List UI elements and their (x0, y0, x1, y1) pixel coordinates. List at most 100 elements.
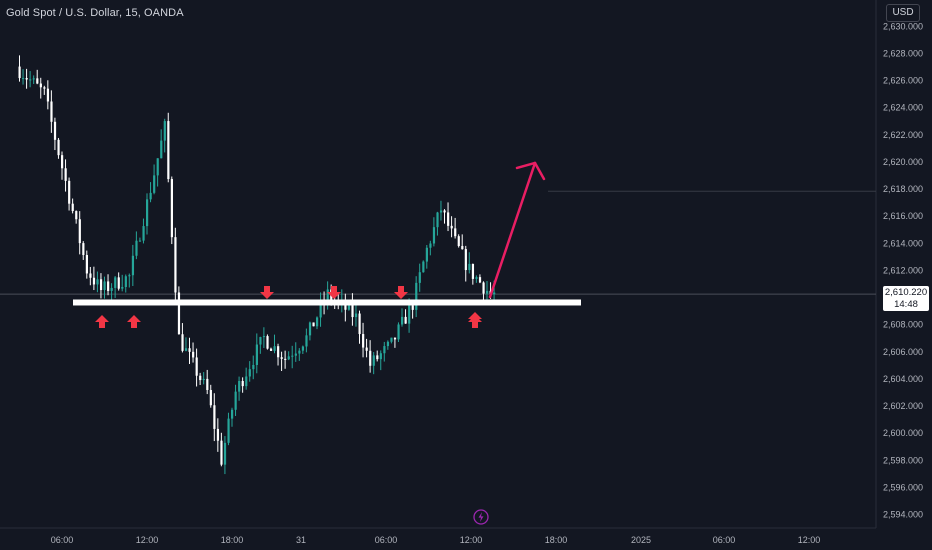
candle-body (393, 337, 397, 340)
price-tick-label: 2,594.000 (883, 510, 923, 520)
candle-body (365, 347, 368, 351)
currency-button[interactable]: USD (886, 4, 920, 22)
candle-body (461, 246, 464, 250)
candle-body (124, 276, 127, 287)
price-tick-label: 2,604.000 (883, 374, 923, 384)
candle-body (99, 279, 103, 291)
candle-body (199, 375, 202, 381)
candle-body (475, 277, 478, 279)
price-tick-label: 2,620.000 (883, 157, 923, 167)
symbol-title: Gold Spot / U.S. Dollar, 15, OANDA (6, 7, 184, 19)
candle-body (92, 277, 96, 285)
candle-body (184, 348, 188, 351)
price-tick-label: 2,630.000 (883, 21, 923, 31)
bar-countdown-label: 14:48 (894, 299, 918, 310)
candle-body (287, 356, 290, 360)
candle-body (316, 317, 319, 327)
candle-body (301, 346, 305, 351)
candle-body (50, 101, 53, 122)
time-tick-label: 31 (296, 535, 306, 545)
candle-body (262, 336, 266, 338)
candle-body (202, 378, 205, 381)
candle-body (114, 277, 117, 288)
time-tick-label: 06:00 (375, 535, 398, 545)
candle-body (248, 369, 251, 377)
candle-body (252, 364, 255, 370)
price-tick-label: 2,622.000 (883, 130, 923, 140)
candle-body (277, 346, 280, 358)
arrow-down-icon (327, 286, 341, 299)
candle-body (379, 353, 382, 360)
last-price-label: 2,610.220 (884, 287, 928, 298)
candle-body (43, 87, 46, 89)
candle-body (390, 337, 393, 342)
candle-body (312, 322, 315, 327)
candle-body (18, 66, 21, 79)
candle-body (170, 179, 173, 238)
candle-body (383, 346, 386, 354)
time-tick-label: 06:00 (51, 535, 74, 545)
time-tick-label: 18:00 (545, 535, 568, 545)
candle-body (280, 357, 283, 359)
candle-body (376, 355, 379, 360)
candle-body (85, 255, 88, 274)
projection-arrow-shaft (488, 161, 537, 299)
candle-body (319, 301, 322, 318)
candle-body (308, 322, 312, 336)
arrow-up-icon (95, 315, 109, 328)
candle-body (128, 275, 131, 277)
candle-body (273, 346, 276, 351)
candle-body (103, 281, 106, 291)
candle-body (351, 303, 354, 318)
candle-body (486, 290, 489, 294)
candle-body (457, 236, 460, 247)
candle-body (213, 405, 216, 429)
candle-body (425, 247, 428, 262)
candle-body (61, 155, 64, 169)
support-line (73, 299, 581, 306)
candle-body (163, 121, 166, 141)
candle-body (478, 277, 482, 283)
price-tick-label: 2,618.000 (883, 184, 923, 194)
candle-body (482, 282, 485, 294)
time-tick-label: 12:00 (460, 535, 483, 545)
candle-body (471, 263, 475, 279)
candle-body (146, 199, 149, 227)
candle-body (46, 88, 50, 102)
projection-arrow-head (515, 161, 546, 181)
price-tick-label: 2,614.000 (883, 238, 923, 248)
lightning-icon[interactable] (473, 509, 489, 525)
candle-body (220, 440, 223, 465)
price-tick-label: 2,600.000 (883, 428, 923, 438)
candle-body (107, 281, 110, 291)
candle-body (369, 350, 372, 366)
candle-body (418, 272, 421, 283)
candle-body (468, 263, 471, 271)
candle-body (266, 336, 269, 349)
price-tick-label: 2,598.000 (883, 455, 923, 465)
candle-body (117, 277, 120, 289)
candle-body (53, 121, 57, 140)
candle-body (82, 243, 85, 256)
candle-body (401, 316, 404, 325)
candle-body (96, 279, 99, 285)
candle-body (57, 139, 60, 156)
candle-body (36, 78, 39, 84)
candle-body (326, 289, 329, 303)
candle-body (450, 225, 453, 229)
candle-body (415, 282, 418, 310)
time-tick-label: 06:00 (713, 535, 736, 545)
candle-body (493, 292, 496, 295)
candle-body (454, 228, 457, 237)
candle-body (362, 334, 365, 348)
arrow-up-icon (127, 315, 141, 328)
candle-body (138, 240, 142, 242)
candle-body (397, 324, 400, 340)
candle-body (110, 287, 113, 291)
candle-body (78, 219, 81, 244)
candle-body (408, 305, 411, 324)
candle-body (167, 121, 170, 180)
candle-body (68, 180, 71, 204)
